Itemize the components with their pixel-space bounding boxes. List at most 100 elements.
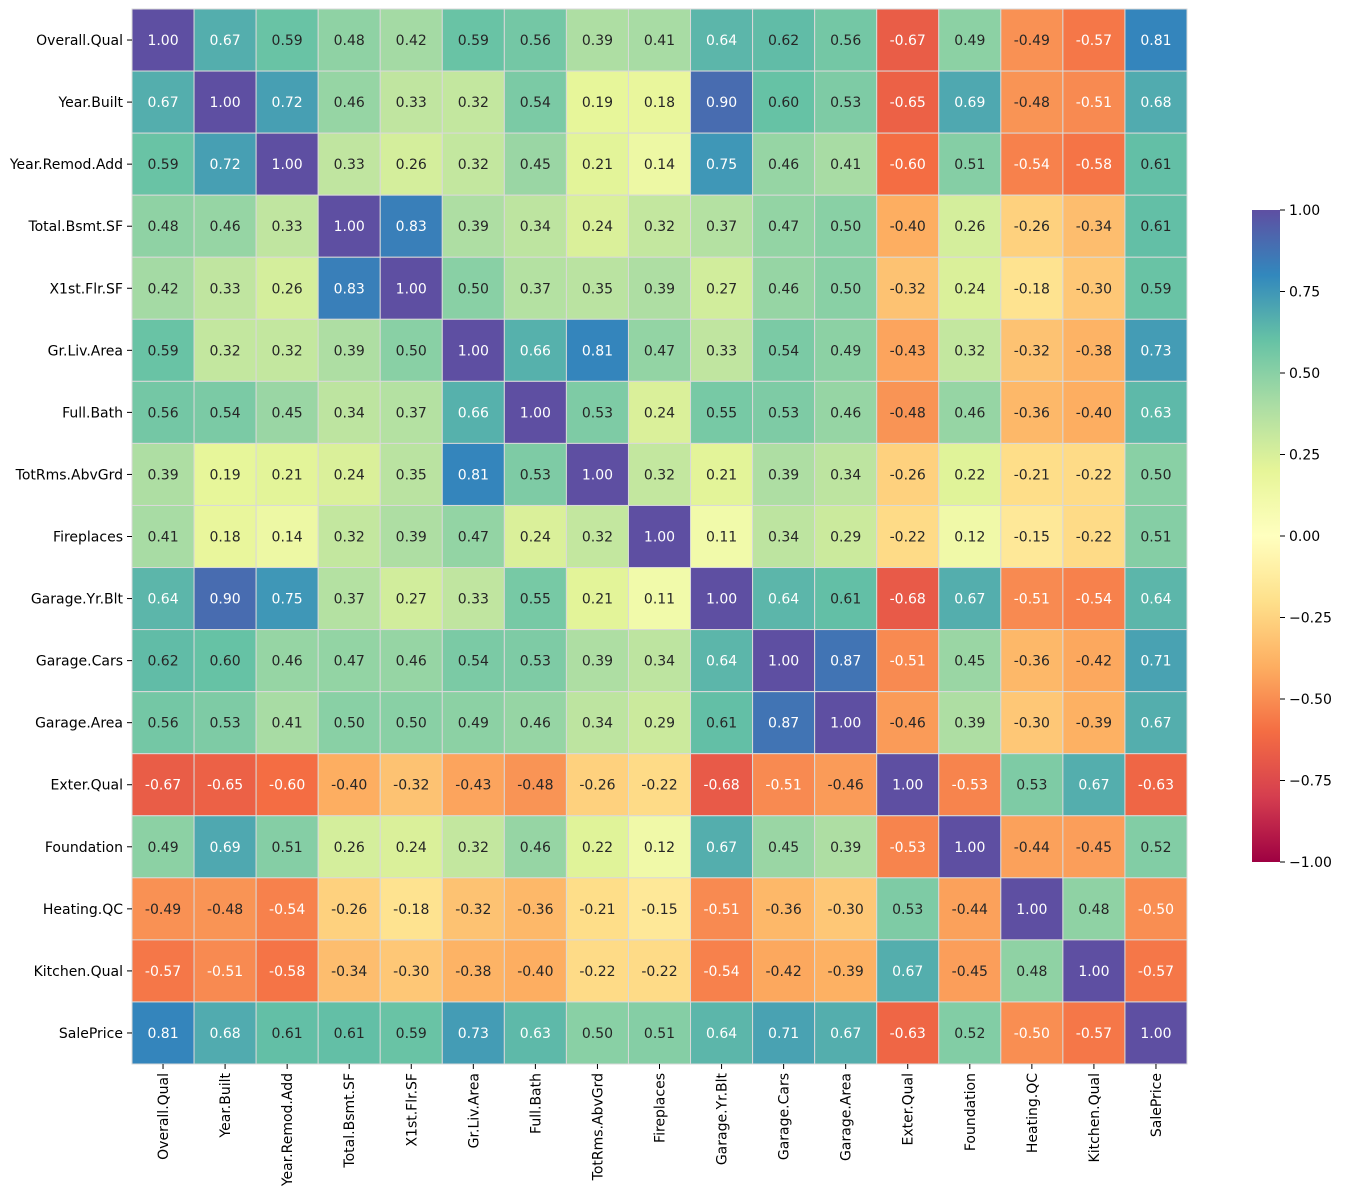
heatmap-cell — [193, 380, 257, 444]
cell-value-label: 0.83 — [334, 281, 365, 297]
heatmap-cell — [255, 442, 319, 506]
heatmap-cell — [1124, 380, 1188, 444]
heatmap-cell — [690, 567, 754, 631]
heatmap-cell — [193, 256, 257, 320]
cell-value-label: -0.26 — [890, 467, 926, 483]
heatmap-cell — [1000, 256, 1064, 320]
x-tick-label: Foundation — [963, 1073, 979, 1151]
cell-value-label: 0.73 — [1140, 343, 1171, 359]
heatmap-cell — [938, 504, 1002, 569]
heatmap-cell — [938, 877, 1002, 941]
cell-value-label: 0.46 — [768, 281, 799, 297]
cell-value-label: 0.51 — [644, 1026, 675, 1042]
colorbar-tick-label: −0.75 — [1289, 774, 1332, 790]
cell-value-label: 0.37 — [520, 281, 551, 297]
cell-value-label: 1.00 — [706, 592, 737, 608]
cell-value-label: -0.50 — [1014, 1026, 1050, 1042]
heatmap-cell — [131, 877, 195, 941]
heatmap-cell — [379, 70, 443, 134]
cell-value-label: -0.51 — [207, 964, 243, 980]
heatmap-cell — [379, 815, 443, 879]
heatmap-cell — [752, 132, 816, 196]
cell-value-label: 0.32 — [458, 95, 489, 111]
cell-value-label: 0.56 — [147, 716, 178, 732]
heatmap-cell — [814, 1001, 878, 1065]
x-tick-label: Full.Bath — [528, 1073, 544, 1134]
heatmap-cell — [876, 1001, 940, 1065]
heatmap-cell — [1062, 8, 1126, 72]
cell-value-label: -0.30 — [1014, 716, 1050, 732]
cell-value-label: -0.39 — [1076, 716, 1112, 732]
heatmap-cell — [565, 629, 629, 693]
cell-value-label: -0.40 — [331, 778, 367, 794]
colorbar-tick-label: −1.00 — [1289, 855, 1332, 871]
cell-value-label: 0.33 — [396, 95, 427, 111]
cell-value-label: -0.30 — [1076, 281, 1112, 297]
cell-value-label: 0.24 — [644, 405, 675, 421]
cell-value-label: -0.54 — [1014, 157, 1050, 173]
cell-value-label: 1.00 — [582, 467, 613, 483]
heatmap-cell — [752, 318, 816, 382]
heatmap-cell — [131, 691, 195, 755]
heatmap-cell — [255, 132, 319, 196]
cell-value-label: 0.21 — [582, 157, 613, 173]
colorbar-tick-label: 0.25 — [1289, 448, 1320, 464]
heatmap-cell — [876, 877, 940, 941]
colorbar-tick-label: 1.00 — [1289, 203, 1320, 219]
cell-value-label: 0.59 — [147, 343, 178, 359]
cell-value-label: 0.50 — [396, 343, 427, 359]
heatmap-cell — [627, 1001, 692, 1065]
cell-value-label: 0.53 — [830, 95, 861, 111]
heatmap-cell — [193, 318, 257, 382]
heatmap-cell — [255, 8, 319, 72]
cell-value-label: 0.64 — [706, 1026, 737, 1042]
cell-value-label: 0.21 — [272, 467, 303, 483]
cell-value-label: 0.53 — [520, 467, 551, 483]
cell-value-label: 0.60 — [768, 95, 799, 111]
cell-value-label: -0.60 — [269, 778, 305, 794]
heatmap-cell — [938, 70, 1002, 134]
cell-value-label: -0.43 — [890, 343, 926, 359]
heatmap-cell — [876, 753, 940, 817]
cell-value-label: -0.53 — [890, 840, 926, 856]
heatmap-cell — [814, 8, 878, 72]
y-tick-label: Full.Bath — [62, 405, 123, 421]
cell-value-label: 1.00 — [1140, 1026, 1171, 1042]
heatmap-cell — [752, 380, 816, 444]
cell-value-label: 0.53 — [768, 405, 799, 421]
heatmap-cell — [938, 132, 1002, 196]
cell-value-label: 0.39 — [954, 716, 985, 732]
cell-value-label: -0.32 — [455, 902, 491, 918]
y-tick-label: Heating.QC — [43, 902, 123, 918]
heatmap-cell — [814, 691, 878, 755]
cell-value-label: 0.66 — [520, 343, 551, 359]
heatmap-cell — [379, 442, 443, 506]
cell-value-label: 0.39 — [458, 219, 489, 235]
cell-value-label: -0.53 — [952, 778, 988, 794]
cell-value-label: 0.39 — [396, 530, 427, 546]
cell-value-label: 0.51 — [954, 157, 985, 173]
cell-value-label: -0.57 — [1076, 33, 1112, 49]
heatmap-cell — [1062, 132, 1126, 196]
heatmap-cell — [627, 442, 692, 506]
heatmap-cell — [379, 939, 443, 1003]
cell-value-label: 1.00 — [954, 840, 985, 856]
cell-value-label: 0.69 — [954, 95, 985, 111]
cell-value-label: 0.61 — [1140, 157, 1171, 173]
heatmap-cell — [752, 629, 816, 693]
heatmap-cell — [690, 194, 754, 258]
cell-value-label: 0.67 — [1140, 716, 1171, 732]
cell-value-label: 0.59 — [396, 1026, 427, 1042]
heatmap-cell — [1000, 194, 1064, 258]
cell-value-label: -0.46 — [890, 716, 926, 732]
cell-value-label: 0.24 — [520, 530, 551, 546]
cell-value-label: 0.64 — [147, 592, 178, 608]
heatmap-cell — [193, 815, 257, 879]
cell-value-label: 0.54 — [458, 654, 489, 670]
cell-value-label: 0.41 — [644, 33, 675, 49]
cell-value-label: -0.48 — [890, 405, 926, 421]
cell-value-label: 0.19 — [210, 467, 241, 483]
cell-value-label: 1.00 — [830, 716, 861, 732]
heatmap-cell — [876, 629, 940, 693]
cell-value-label: 0.73 — [458, 1026, 489, 1042]
